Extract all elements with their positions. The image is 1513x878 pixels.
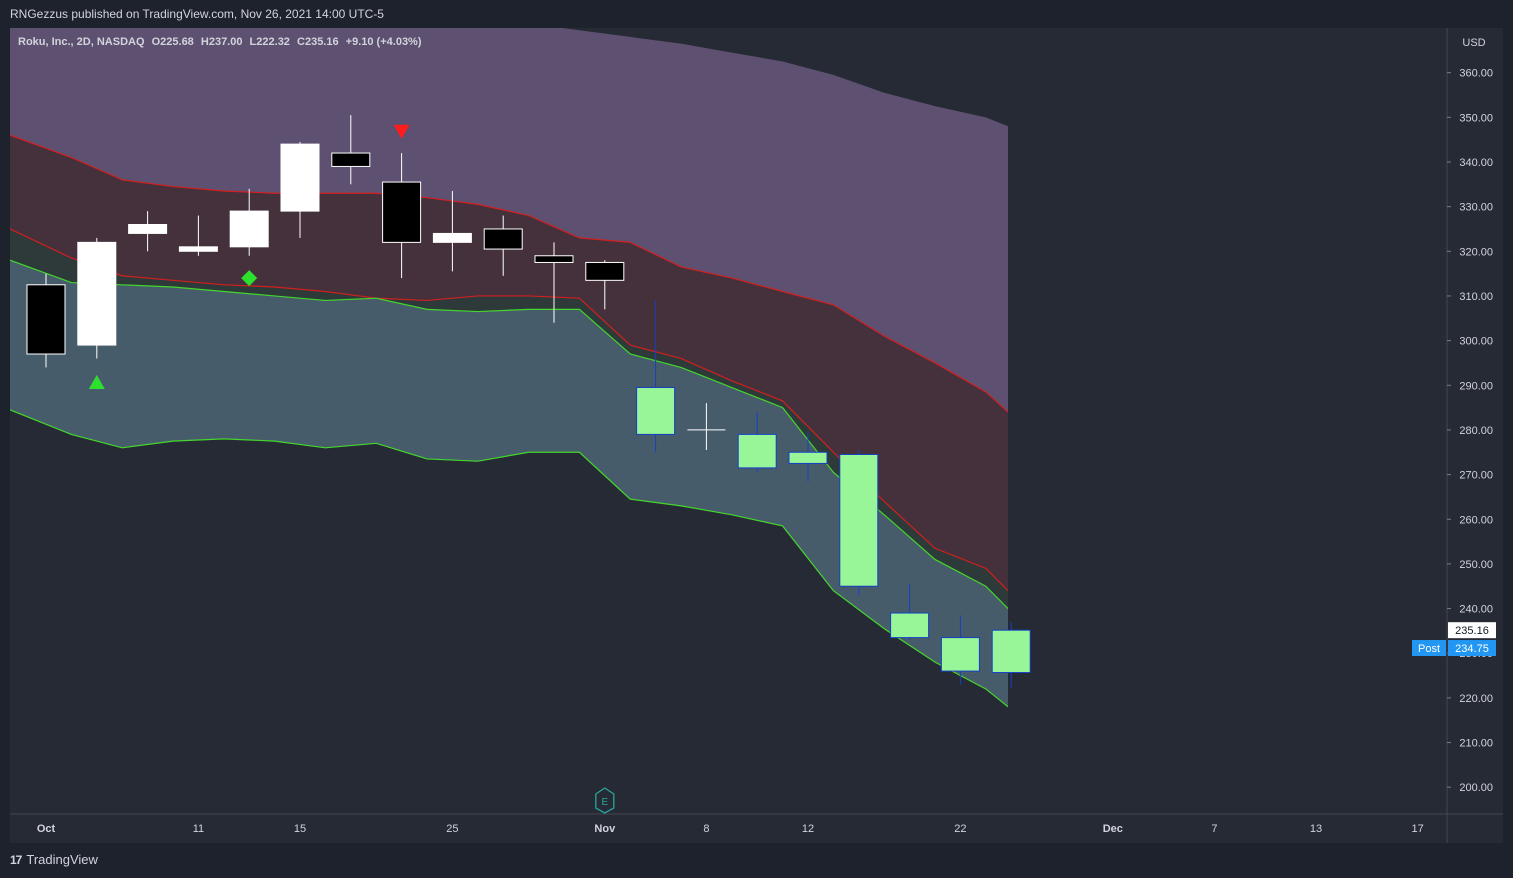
y-tick-label: 330.00 [1459, 202, 1493, 214]
tradingview-logo[interactable]: 17 TradingView [10, 852, 98, 867]
tradingview-brand: TradingView [26, 852, 98, 867]
change-value: +9.10 (+4.03%) [345, 36, 422, 48]
candle-body[interactable] [839, 453, 879, 587]
y-tick-label: 250.00 [1459, 559, 1493, 571]
y-tick-label: 200.00 [1459, 782, 1493, 794]
candle-body[interactable] [229, 210, 269, 248]
x-tick-label: 11 [193, 823, 204, 835]
close-value: 235.16 [304, 36, 339, 48]
chart-area[interactable]: USD200.00210.00220.00230.00240.00250.002… [10, 28, 1503, 843]
y-tick-label: 360.00 [1459, 68, 1493, 80]
candle-body[interactable] [331, 152, 371, 167]
candle-body[interactable] [128, 224, 168, 234]
x-tick-label: 8 [703, 823, 709, 835]
x-tick-label: Oct [37, 823, 56, 835]
x-tick-label: 17 [1411, 823, 1423, 835]
candle-body[interactable] [940, 637, 980, 672]
candle-body[interactable] [483, 228, 523, 250]
candle-body[interactable] [432, 232, 472, 243]
open-value: 225.68 [160, 36, 194, 48]
candle-body[interactable] [26, 284, 66, 355]
indicator-bands [10, 28, 1008, 708]
candle-body[interactable] [788, 451, 828, 464]
band-red [10, 135, 1008, 591]
y-tick-label: 280.00 [1459, 425, 1493, 437]
low-label: L [249, 36, 257, 48]
chart-svg[interactable]: USD200.00210.00220.00230.00240.00250.002… [10, 28, 1503, 843]
earnings-label: E [601, 797, 608, 808]
y-tick-label: 260.00 [1459, 514, 1493, 526]
x-tick-label: 22 [954, 823, 966, 835]
x-tick-label: 12 [802, 823, 814, 835]
band-purple [10, 28, 1008, 413]
publish-header: RNGezzus published on TradingView.com, N… [10, 7, 384, 21]
candle-body[interactable] [737, 433, 777, 469]
candle-body[interactable] [382, 181, 422, 243]
y-tick-label: 300.00 [1459, 336, 1493, 348]
candle-body[interactable] [890, 612, 930, 639]
low-value: 222.32 [256, 36, 290, 48]
candle-body[interactable] [77, 241, 117, 346]
band-line-green-lower [10, 409, 1008, 708]
candle-body[interactable] [991, 629, 1031, 674]
price-tag-value: 234.75 [1455, 643, 1489, 655]
x-tick-label: 7 [1211, 823, 1217, 835]
ohlc-legend: Roku, Inc., 2D, NASDAQ O225.68 H237.00 L… [18, 36, 426, 48]
x-tick-label: Nov [594, 823, 616, 835]
price-tag-label-box [1412, 640, 1446, 657]
y-tick-label: 270.00 [1459, 470, 1493, 482]
high-label: H [200, 36, 209, 48]
signal-diamond-icon [241, 270, 258, 287]
y-tick-label: 290.00 [1459, 380, 1493, 392]
y-tick-label: 220.00 [1459, 693, 1493, 705]
high-value: 237.00 [208, 36, 243, 48]
price-tag-label: Post [1418, 643, 1440, 655]
signal-sell-triangle-icon [393, 124, 410, 139]
tradingview-logo-icon: 17 [10, 852, 22, 867]
open-label: O [151, 36, 161, 48]
x-tick-label: 25 [446, 823, 458, 835]
candle-body[interactable] [585, 261, 625, 281]
price-tag [1448, 622, 1496, 639]
band-line-red-upper [10, 134, 1008, 413]
candle-body[interactable] [178, 246, 218, 252]
y-tick-label: 350.00 [1459, 112, 1493, 124]
candle-body[interactable] [636, 387, 676, 435]
x-tick-label: 13 [1310, 823, 1322, 835]
close-label: C [297, 36, 305, 48]
candle-body[interactable] [534, 255, 574, 263]
price-tag-value: 235.16 [1455, 625, 1489, 637]
y-tick-label: 240.00 [1459, 604, 1493, 616]
x-tick-label: Dec [1103, 823, 1123, 835]
currency-label: USD [1462, 37, 1485, 49]
symbol-label: Roku, Inc., 2D, NASDAQ [18, 36, 145, 48]
x-tick-label: 15 [294, 823, 306, 835]
price-tag [1448, 640, 1496, 657]
earnings-icon[interactable] [595, 787, 615, 814]
y-tick-label: 310.00 [1459, 291, 1493, 303]
y-tick-label: 340.00 [1459, 157, 1493, 169]
band-blue [10, 260, 1008, 707]
y-tick-label: 320.00 [1459, 246, 1493, 258]
candle-body[interactable] [280, 143, 320, 212]
signal-buy-triangle-icon [88, 375, 105, 390]
y-tick-label: 210.00 [1459, 738, 1493, 750]
